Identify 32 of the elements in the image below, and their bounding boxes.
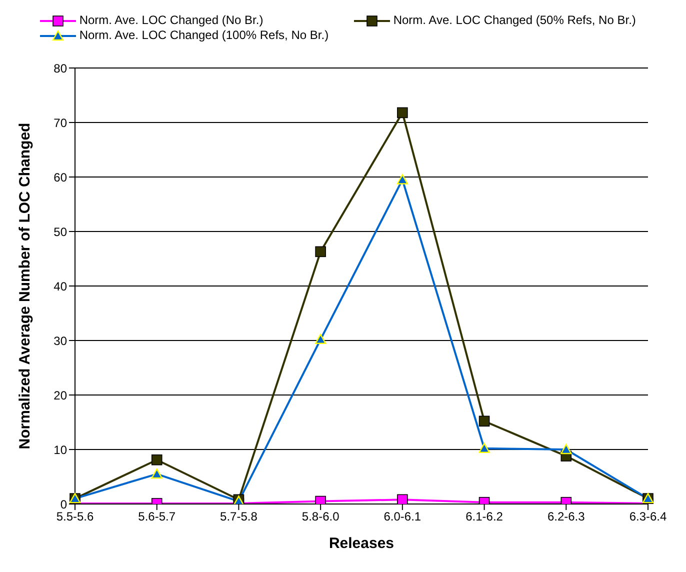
y-tick-label: 50 [54, 224, 68, 239]
legend-label: Norm. Ave. LOC Changed (50% Refs, No Br.) [392, 13, 637, 28]
x-tick-label: 5.7-5.8 [220, 510, 258, 524]
point [151, 454, 162, 466]
y-tick-label: 40 [54, 279, 68, 294]
x-tick-label: 6.1-6.2 [466, 510, 504, 524]
y-tick-label: 20 [54, 388, 68, 402]
legend-label: Norm. Ave. LOC Changed (No Br.) [78, 13, 264, 28]
point [396, 174, 408, 184]
x-tick-label: 5.8-6.0 [302, 510, 340, 524]
y-tick-label: 70 [54, 116, 68, 130]
y-tick-label: 0 [60, 497, 68, 512]
x-tick-label: 5.6-5.7 [138, 510, 176, 524]
y-axis-title: Normalized Average Number of LOC Changed [16, 122, 34, 450]
point [397, 494, 408, 504]
point [560, 444, 572, 454]
x-tick-label: 6.0-6.1 [384, 510, 422, 524]
x-axis-title: Releases [328, 535, 394, 552]
x-tick-label: 5.5-5.6 [56, 510, 94, 524]
y-tick-label: 10 [54, 442, 68, 457]
point [315, 246, 326, 258]
point [151, 468, 162, 479]
y-tick-label: 30 [54, 334, 68, 348]
x-tick-label: 6.3-6.4 [629, 510, 668, 524]
point [314, 334, 326, 344]
y-tick-label: 60 [54, 170, 68, 184]
legend-label: Norm. Ave. LOC Changed (100% Refs, No Br.) [78, 28, 330, 43]
point [397, 107, 408, 118]
x-tick-label: 6.2-6.3 [547, 510, 586, 524]
y-tick-label: 80 [54, 61, 68, 76]
point [478, 416, 490, 427]
point [478, 442, 490, 454]
